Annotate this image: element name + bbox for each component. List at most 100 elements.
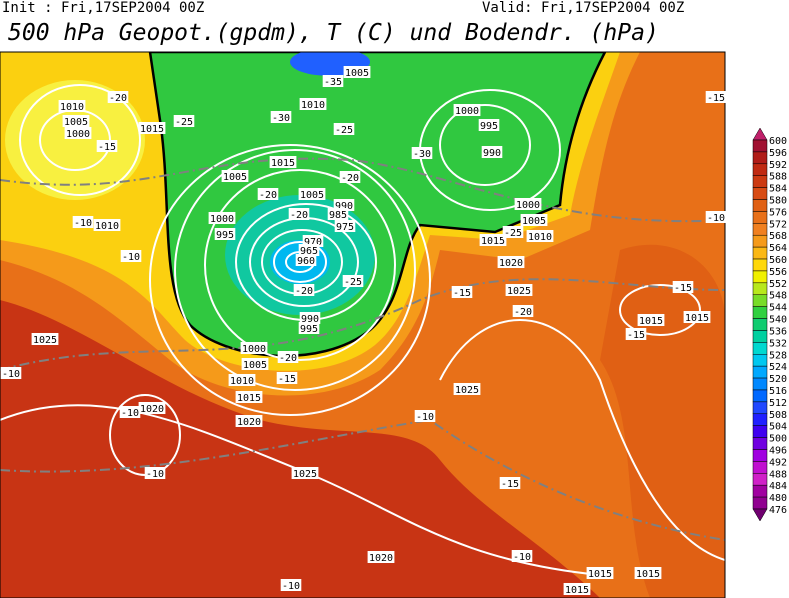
contour-label-bg [634, 567, 662, 579]
contour-label: -10 [416, 412, 434, 423]
contour-label: 1000 [210, 214, 234, 225]
colorbar-label: 556 [769, 267, 787, 278]
colorbar-label: 500 [769, 434, 787, 445]
colorbar-box [752, 377, 768, 391]
colorbar-label: 540 [769, 315, 787, 326]
contour-label-bg [58, 100, 86, 112]
contour-label-bg [241, 358, 269, 370]
contour-label: 965 [300, 246, 318, 257]
colorbar-label: 488 [769, 469, 787, 480]
contour-label-bg [228, 374, 256, 386]
colorbar-box [752, 354, 768, 367]
contour-label: -15 [674, 283, 692, 294]
contour-label-bg [299, 98, 327, 110]
colorbar-label: 524 [769, 362, 787, 373]
colorbar-box [752, 282, 768, 295]
colorbar-box [752, 294, 768, 307]
colorbar-box [752, 342, 768, 355]
colorbar-label: 544 [769, 303, 787, 314]
contour-label: 1010 [60, 102, 84, 113]
contour-label: 970 [304, 237, 322, 248]
isotherms [0, 157, 725, 541]
contour-label-bg [293, 284, 315, 296]
contour-label-bg [280, 579, 302, 591]
contour-label: 990 [335, 201, 353, 212]
contour-label-bg [288, 208, 310, 220]
contour-label-bg [453, 383, 481, 395]
colorbar-box [752, 318, 768, 331]
contour-label-bg [411, 147, 433, 159]
colorbar-box [752, 223, 768, 236]
contour-label-bg [505, 284, 533, 296]
colorbar-box [752, 175, 768, 188]
colorbar-box [752, 246, 768, 260]
contour-label: 1015 [271, 158, 295, 169]
contour-label: 1005 [522, 216, 546, 227]
contour-label: 1005 [64, 117, 88, 128]
contour-label: -10 [2, 369, 20, 380]
contour-label: 1020 [369, 553, 393, 564]
contour-label: 1020 [237, 417, 261, 428]
contour-label-bg [342, 275, 364, 287]
colorbar-label: 492 [769, 457, 787, 468]
contour-label: 1025 [455, 385, 479, 396]
contour-label-bg [240, 342, 268, 354]
colorbar-label: 596 [769, 148, 787, 159]
colorbar-box [752, 306, 768, 319]
contour-label: 1015 [685, 313, 709, 324]
contour-label: -10 [513, 552, 531, 563]
contour-label-bg [705, 91, 727, 103]
map-field [0, 51, 726, 598]
contour-label: 1015 [140, 124, 164, 135]
contour-label-bg [512, 305, 534, 317]
contour-label-bg [637, 314, 665, 326]
colorbar-label: 568 [769, 231, 787, 242]
colorbar-label: 592 [769, 160, 787, 171]
colorbar-label: 548 [769, 291, 787, 302]
contour-label: -20 [279, 353, 297, 364]
contour-label-bg [586, 567, 614, 579]
colorbar-label: 552 [769, 279, 787, 290]
contour-label: 1025 [507, 286, 531, 297]
colorbar-box [752, 496, 768, 510]
contour-label-bg [0, 367, 22, 379]
contour-label: 1000 [66, 129, 90, 140]
contour-label: 990 [483, 148, 501, 159]
colorbar-box [752, 413, 768, 426]
contour-label-bg [298, 322, 320, 334]
contour-label-bg [478, 119, 500, 131]
colorbar-label: 576 [769, 207, 787, 218]
colorbar-box [752, 389, 768, 403]
contour-label-bg [214, 228, 236, 240]
hot-field [0, 300, 600, 598]
contour-label-bg [520, 214, 548, 226]
contour-label-bg [72, 216, 94, 228]
contour-label: -15 [627, 330, 645, 341]
colorbar-box [752, 401, 768, 415]
colorbar-box [752, 484, 768, 498]
contour-label: 975 [336, 222, 354, 233]
contour-label: 1010 [301, 100, 325, 111]
contour-label-bg [269, 156, 297, 168]
contour-label: 1025 [293, 469, 317, 480]
contour-label-bg [451, 286, 473, 298]
colorbar-box [752, 425, 768, 438]
contour-label-bg [481, 146, 503, 158]
colorbar-label: 580 [769, 196, 787, 207]
contour-label-bg [683, 311, 711, 323]
contour-label-bg [107, 91, 129, 103]
contour-label-bg [453, 104, 481, 116]
contour-label-bg [144, 467, 166, 479]
contour-label-bg [327, 208, 349, 220]
contour-label-bg [93, 219, 121, 231]
contour-label: 1015 [588, 569, 612, 580]
contour-label-bg [298, 188, 326, 200]
colorbar-label: 600 [769, 136, 787, 147]
contour-label: -20 [109, 93, 127, 104]
contour-label: 1000 [242, 344, 266, 355]
contour-label-bg [96, 140, 118, 152]
colorbar-label: 572 [769, 219, 787, 230]
init-time: Init : Fri,17SEP2004 00Z [2, 0, 204, 16]
contour-label: -10 [282, 581, 300, 592]
